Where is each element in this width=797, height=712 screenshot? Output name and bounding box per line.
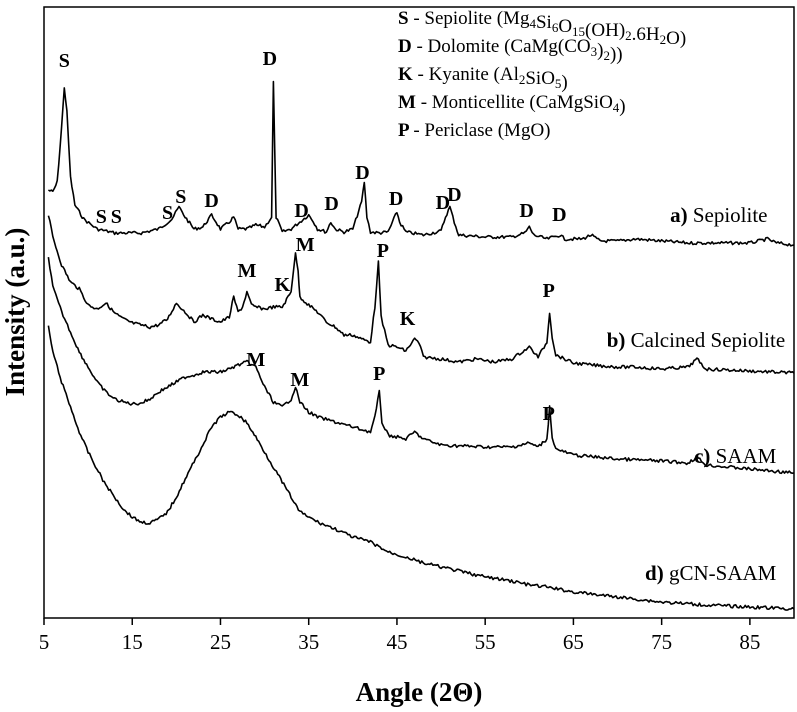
- peak-label-d: D: [389, 188, 403, 210]
- peak-label-p: P: [377, 240, 389, 262]
- peak-label-d: D: [519, 200, 533, 222]
- peak-label-s: S: [111, 206, 122, 228]
- legend-entry: P - Periclase (MgO): [398, 120, 551, 141]
- peak-label-m: M: [296, 234, 315, 256]
- x-tick-label: 25: [210, 630, 231, 654]
- peak-label-s: S: [175, 186, 186, 208]
- peak-label-d: D: [436, 192, 450, 214]
- x-axis-ticks: 5 15 25 35 45 55 65 75 85: [39, 618, 760, 654]
- peak-label-k: K: [274, 274, 290, 296]
- plot-frame: [43, 6, 795, 619]
- series-line-d: [47, 325, 795, 611]
- peak-label-p: P: [543, 280, 555, 302]
- series-line-c: [47, 256, 795, 475]
- x-tick-label: 35: [298, 630, 319, 654]
- x-tick-label: 85: [739, 630, 760, 654]
- peak-label-k: K: [400, 308, 416, 330]
- x-tick-label: 65: [563, 630, 584, 654]
- legend-entry: S - Sepiolite (Mg4Si6O15(OH)2.6H2O): [398, 8, 686, 49]
- x-tick-label: 15: [122, 630, 143, 654]
- series-line-b: [47, 215, 795, 375]
- y-axis-title: Intensity (a.u.): [0, 228, 30, 397]
- legend: S - Sepiolite (Mg4Si6O15(OH)2.6H2O)D - D…: [398, 8, 686, 141]
- peak-label-s: S: [96, 206, 107, 228]
- legend-entry: D - Dolomite (CaMg(CO3)2)): [398, 36, 623, 65]
- peak-label-d: D: [447, 184, 461, 206]
- peak-label-m: M: [246, 349, 265, 371]
- peak-label-d: D: [552, 204, 566, 226]
- peak-label-p: P: [543, 403, 555, 425]
- x-tick-label: 75: [651, 630, 672, 654]
- series-line-a: [47, 80, 795, 247]
- x-tick-label: 5: [39, 630, 50, 654]
- legend-entry: M - Monticellite (CaMgSiO4): [398, 92, 626, 117]
- series-labels: a) Sepiolite b) Calcined Sepiolite c) SAAM…: [607, 203, 785, 585]
- peak-label-s: S: [59, 50, 70, 72]
- legend-entry: K - Kyanite (Al2SiO5): [398, 64, 568, 93]
- peak-label-s: S: [162, 202, 173, 224]
- series-label-a: a) Sepiolite: [670, 203, 767, 227]
- x-tick-label: 55: [475, 630, 496, 654]
- peak-label-m: M: [237, 260, 256, 282]
- series-layer: [47, 80, 795, 611]
- peak-label-m: M: [290, 369, 309, 391]
- peak-label-d: D: [204, 190, 218, 212]
- x-axis-title: Angle (2Θ): [356, 677, 483, 707]
- x-tick-label: 45: [386, 630, 407, 654]
- series-label-c: c) SAAM: [694, 444, 777, 468]
- series-label-b: b) Calcined Sepiolite: [607, 328, 785, 352]
- series-label-d: d) gCN-SAAM: [645, 561, 777, 585]
- peak-label-d: D: [355, 162, 369, 184]
- peak-label-d: D: [294, 200, 308, 222]
- peak-label-p: P: [373, 363, 385, 385]
- peak-label-d: D: [263, 48, 277, 70]
- peak-label-d: D: [324, 193, 338, 215]
